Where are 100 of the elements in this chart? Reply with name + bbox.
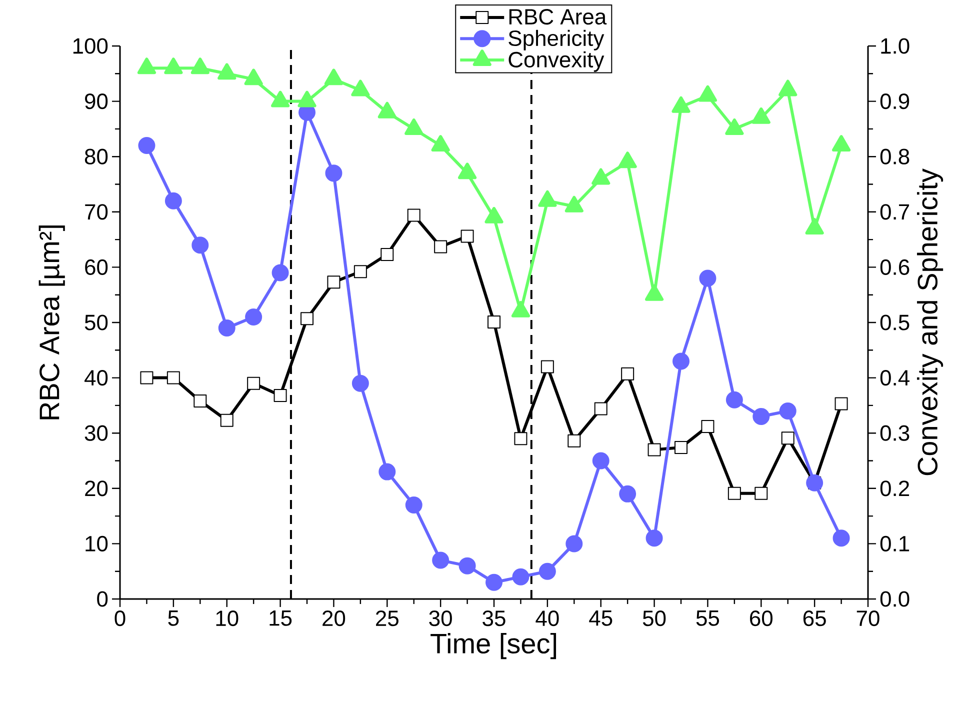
point [458,162,477,180]
point [270,90,290,108]
point [194,394,207,408]
x-tick-label: 65 [803,610,826,626]
point [327,276,340,289]
x-tick-label: 50 [642,610,666,626]
y2-tick-label: 0.2 [880,480,910,496]
y2-tick-label: 1.0 [881,38,910,54]
point [300,312,314,326]
point [218,63,236,80]
y2-tick-label: 0.4 [880,370,910,386]
x-tick-label: 55 [696,610,720,626]
point [805,218,824,234]
point [754,486,768,500]
point [378,102,396,118]
point [725,118,744,135]
point [752,107,770,124]
point [644,284,664,301]
y-tick-label: 20 [85,480,108,496]
point [298,90,316,108]
point [140,371,154,384]
x-tick-label: 5 [168,610,179,626]
x-tick-label: 40 [536,610,559,626]
point [460,230,474,243]
point [592,168,610,185]
point [458,557,476,574]
y-tick-label: 100 [73,38,108,54]
y2-axis-title: Convexity and Sphericity [916,168,944,476]
y-tick-label: 70 [85,204,108,220]
y2-tick-label: 0.5 [880,314,910,330]
point [594,402,608,416]
point [247,376,260,390]
y2-tick-label: 0.6 [880,259,910,275]
y-tick-label: 80 [84,148,108,164]
point [538,190,557,207]
point [137,58,156,74]
point [407,208,420,222]
y-tick-label: 30 [84,425,108,441]
point [698,85,718,102]
y-tick-label: 50 [84,314,108,330]
point [779,402,796,420]
point [272,264,289,282]
point [190,58,210,74]
point [486,574,502,591]
point [778,80,798,96]
y-tick-label: 90 [85,94,108,110]
x-tick-label: 30 [429,610,452,626]
point [726,391,743,408]
point [701,420,714,433]
point [324,68,344,86]
legend-label: Convexity [508,51,604,72]
y2-tick-label: 0.0 [880,591,910,607]
point [672,352,690,370]
point [432,552,450,569]
point [380,248,394,261]
point [484,206,504,224]
point [566,535,583,552]
x-tick-label: 0 [114,610,126,626]
x-tick-label: 35 [482,610,506,626]
y2-tick-label: 0.8 [880,148,910,164]
point [351,80,370,96]
point [164,58,183,74]
point [834,397,848,410]
point [646,530,663,547]
point [514,432,528,446]
point [274,388,287,402]
y-tick-label: 0 [97,591,108,607]
x-tick-label: 25 [376,610,398,626]
point [378,463,396,480]
point [672,96,690,113]
x-tick-label: 10 [216,610,238,626]
point [538,562,556,580]
point [699,270,716,287]
point [404,118,424,135]
point [512,568,530,586]
point [619,485,636,502]
point [728,486,741,500]
point [592,452,610,470]
x-tick-label: 60 [750,610,773,626]
legend-label: RBC Area [509,9,607,25]
x-tick-label: 45 [589,610,612,626]
x-tick-label: 20 [322,610,346,626]
point [752,408,770,426]
point [832,135,851,152]
point [166,371,180,384]
point [218,320,236,337]
point [354,265,367,278]
y2-tick-label: 0.9 [880,94,910,110]
y-tick-label: 10 [86,536,108,552]
point [220,414,234,427]
point [648,443,661,456]
point [564,196,584,212]
y2-tick-label: 0.7 [880,204,910,220]
y-tick-label: 40 [84,370,108,386]
point [540,360,554,374]
x-axis-title: Time [sec] [430,632,556,660]
point [621,367,634,380]
point [781,432,794,445]
y-tick-label: 60 [85,259,108,275]
point [352,374,369,392]
